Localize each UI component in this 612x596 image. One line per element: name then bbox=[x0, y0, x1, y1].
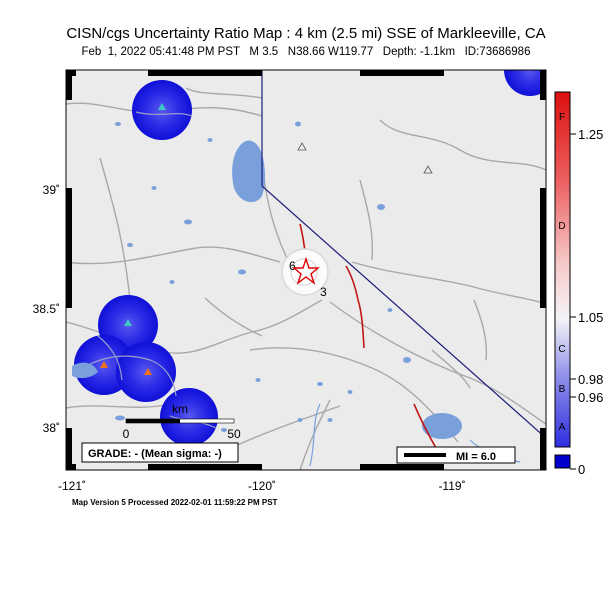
water-bodies bbox=[115, 121, 462, 439]
map-area: 6 3 km 0 50 GRADE: - (Mean sigma: -) MI … bbox=[66, 70, 546, 470]
grade-letter: B bbox=[559, 384, 566, 395]
colorbar-label: 0.96 bbox=[578, 390, 603, 405]
road-network bbox=[66, 87, 546, 470]
lon-tick-label: -120˚ bbox=[248, 479, 276, 493]
scale-bar-start: 0 bbox=[123, 427, 130, 441]
roads-over-blobs bbox=[75, 111, 217, 429]
lake-tahoe bbox=[232, 140, 265, 203]
stations bbox=[100, 103, 433, 375]
contour-label-6: 6 bbox=[289, 259, 296, 273]
epicenter-star bbox=[292, 256, 320, 285]
station-triangle bbox=[124, 319, 132, 326]
station-triangle bbox=[423, 165, 433, 174]
grade-text: GRADE: - (Mean sigma: -) bbox=[88, 448, 222, 460]
scale-bar-title: km bbox=[172, 402, 188, 416]
colorbar-label: 0.98 bbox=[578, 372, 603, 387]
zero-swatch bbox=[554, 454, 571, 469]
grade-letter: F bbox=[559, 112, 565, 123]
contour-label-3: 3 bbox=[320, 285, 327, 299]
grade-letter: A bbox=[559, 422, 566, 433]
station-triangle bbox=[100, 361, 108, 368]
grade-box: GRADE: - (Mean sigma: -) bbox=[81, 442, 239, 463]
colorbar-label: 0 bbox=[578, 462, 585, 477]
lat-tick-label: 38.5˚ bbox=[33, 302, 60, 316]
station-triangle bbox=[297, 142, 307, 151]
lon-tick-label: -119˚ bbox=[438, 479, 465, 493]
event-subtitle: Feb 1, 2022 05:41:48 PM PST M 3.5 N38.66… bbox=[81, 46, 531, 58]
color-bar: 1.25 1.05 0.98 0.96 0 F D C B A bbox=[554, 91, 603, 477]
station-blob bbox=[504, 70, 546, 96]
colorbar-label: 1.05 bbox=[578, 310, 603, 325]
grade-letter: D bbox=[558, 221, 565, 232]
lon-tick-label: -121˚ bbox=[58, 479, 86, 493]
mi-legend-text: MI = 6.0 bbox=[456, 451, 496, 463]
mi-legend: MI = 6.0 bbox=[396, 446, 516, 464]
station-blob bbox=[160, 388, 218, 446]
scale-bar: km 0 50 bbox=[123, 402, 241, 441]
lat-tick-label: 39˚ bbox=[43, 183, 60, 197]
lat-tick-label: 38˚ bbox=[43, 421, 60, 435]
contour-3 bbox=[290, 258, 318, 286]
lake bbox=[422, 413, 462, 439]
state-border bbox=[261, 70, 546, 439]
station-triangle bbox=[158, 103, 166, 110]
processing-footer: Map Version 5 Processed 2022-02-01 11:59… bbox=[72, 498, 278, 507]
grade-letter: C bbox=[558, 344, 565, 355]
colorbar-label: 1.25 bbox=[578, 127, 603, 142]
color-scale bbox=[554, 91, 571, 448]
map-title: CISN/cgs Uncertainty Ratio Map : 4 km (2… bbox=[66, 25, 546, 42]
scale-bar-end: 50 bbox=[227, 427, 241, 441]
map-frame bbox=[65, 69, 547, 471]
water-over-blobs bbox=[72, 362, 98, 379]
station-triangle bbox=[144, 368, 152, 375]
